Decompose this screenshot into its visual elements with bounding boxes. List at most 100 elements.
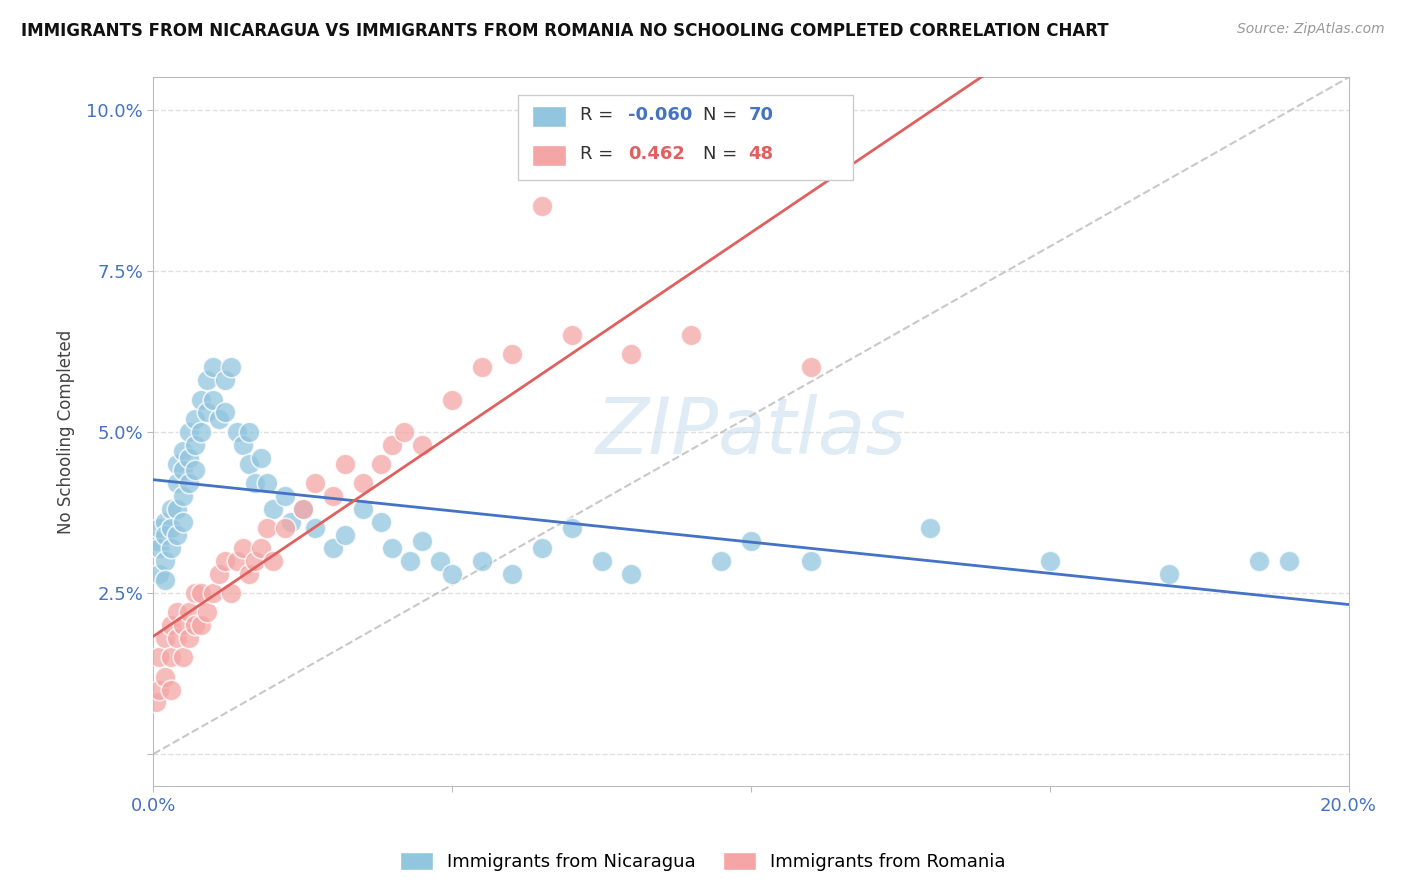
- Point: [160, 521, 183, 535]
- Legend: Immigrants from Nicaragua, Immigrants from Romania: Immigrants from Nicaragua, Immigrants fr…: [394, 845, 1012, 879]
- Point: [620, 566, 643, 581]
- Point: [190, 618, 212, 632]
- Point: [1159, 566, 1181, 581]
- Point: [800, 360, 823, 375]
- Point: [155, 528, 177, 542]
- Point: [291, 502, 314, 516]
- Point: [394, 425, 416, 439]
- Point: [208, 412, 231, 426]
- Text: 70: 70: [748, 106, 773, 124]
- Point: [232, 438, 254, 452]
- Point: [166, 605, 188, 619]
- Text: R =: R =: [581, 145, 624, 163]
- Point: [333, 528, 356, 542]
- Point: [179, 450, 201, 465]
- Point: [166, 502, 188, 516]
- Text: 0.462: 0.462: [628, 145, 685, 163]
- Point: [243, 554, 266, 568]
- Point: [274, 489, 297, 503]
- Text: ZIPatlas: ZIPatlas: [596, 393, 907, 470]
- Point: [166, 631, 188, 645]
- Point: [441, 566, 464, 581]
- Point: [1278, 554, 1301, 568]
- Point: [172, 489, 194, 503]
- Point: [238, 425, 260, 439]
- Point: [262, 502, 284, 516]
- Point: [800, 554, 823, 568]
- Point: [160, 618, 183, 632]
- Point: [166, 476, 188, 491]
- Text: N =: N =: [703, 106, 744, 124]
- Point: [172, 650, 194, 665]
- Point: [166, 528, 188, 542]
- Point: [399, 554, 422, 568]
- Point: [561, 328, 583, 343]
- Point: [250, 541, 273, 555]
- Point: [256, 476, 278, 491]
- Bar: [533, 145, 565, 166]
- Point: [304, 521, 326, 535]
- Point: [561, 521, 583, 535]
- Point: [280, 515, 302, 529]
- Text: R =: R =: [581, 106, 619, 124]
- Point: [238, 457, 260, 471]
- Point: [190, 392, 212, 407]
- Point: [530, 199, 553, 213]
- Point: [179, 605, 201, 619]
- Point: [238, 566, 260, 581]
- Point: [304, 476, 326, 491]
- Point: [322, 541, 344, 555]
- Point: [179, 631, 201, 645]
- Y-axis label: No Schooling Completed: No Schooling Completed: [58, 330, 75, 534]
- Point: [190, 586, 212, 600]
- Point: [172, 618, 194, 632]
- Point: [190, 425, 212, 439]
- Point: [219, 586, 242, 600]
- FancyBboxPatch shape: [517, 95, 852, 180]
- Point: [160, 650, 183, 665]
- Point: [179, 425, 201, 439]
- Point: [381, 541, 404, 555]
- Point: [202, 586, 225, 600]
- Text: N =: N =: [703, 145, 744, 163]
- Point: [184, 412, 207, 426]
- Point: [214, 373, 236, 387]
- Point: [184, 618, 207, 632]
- Point: [370, 515, 392, 529]
- Point: [226, 554, 249, 568]
- Point: [155, 554, 177, 568]
- Point: [591, 554, 613, 568]
- Point: [471, 360, 494, 375]
- Point: [155, 573, 177, 587]
- Point: [381, 438, 404, 452]
- Point: [148, 521, 170, 535]
- Point: [172, 515, 194, 529]
- Point: [172, 444, 194, 458]
- Point: [179, 476, 201, 491]
- Point: [155, 631, 177, 645]
- Point: [1247, 554, 1270, 568]
- Point: [262, 554, 284, 568]
- Point: [160, 541, 183, 555]
- Point: [322, 489, 344, 503]
- Point: [160, 502, 183, 516]
- Point: [411, 438, 433, 452]
- Point: [441, 392, 464, 407]
- Point: [352, 502, 374, 516]
- Point: [184, 586, 207, 600]
- Point: [501, 347, 523, 361]
- Point: [471, 554, 494, 568]
- Text: IMMIGRANTS FROM NICARAGUA VS IMMIGRANTS FROM ROMANIA NO SCHOOLING COMPLETED CORR: IMMIGRANTS FROM NICARAGUA VS IMMIGRANTS …: [21, 22, 1109, 40]
- Point: [214, 405, 236, 419]
- Point: [740, 534, 762, 549]
- Point: [145, 695, 167, 709]
- Text: 48: 48: [748, 145, 773, 163]
- Point: [148, 541, 170, 555]
- Point: [429, 554, 451, 568]
- Point: [155, 515, 177, 529]
- Point: [166, 457, 188, 471]
- Bar: [533, 106, 565, 127]
- Point: [184, 463, 207, 477]
- Point: [620, 347, 643, 361]
- Point: [681, 328, 703, 343]
